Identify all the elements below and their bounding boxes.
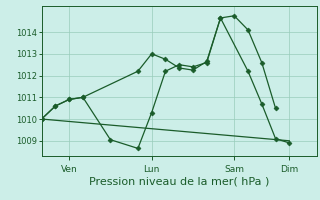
X-axis label: Pression niveau de la mer( hPa ): Pression niveau de la mer( hPa ) [89,177,269,187]
